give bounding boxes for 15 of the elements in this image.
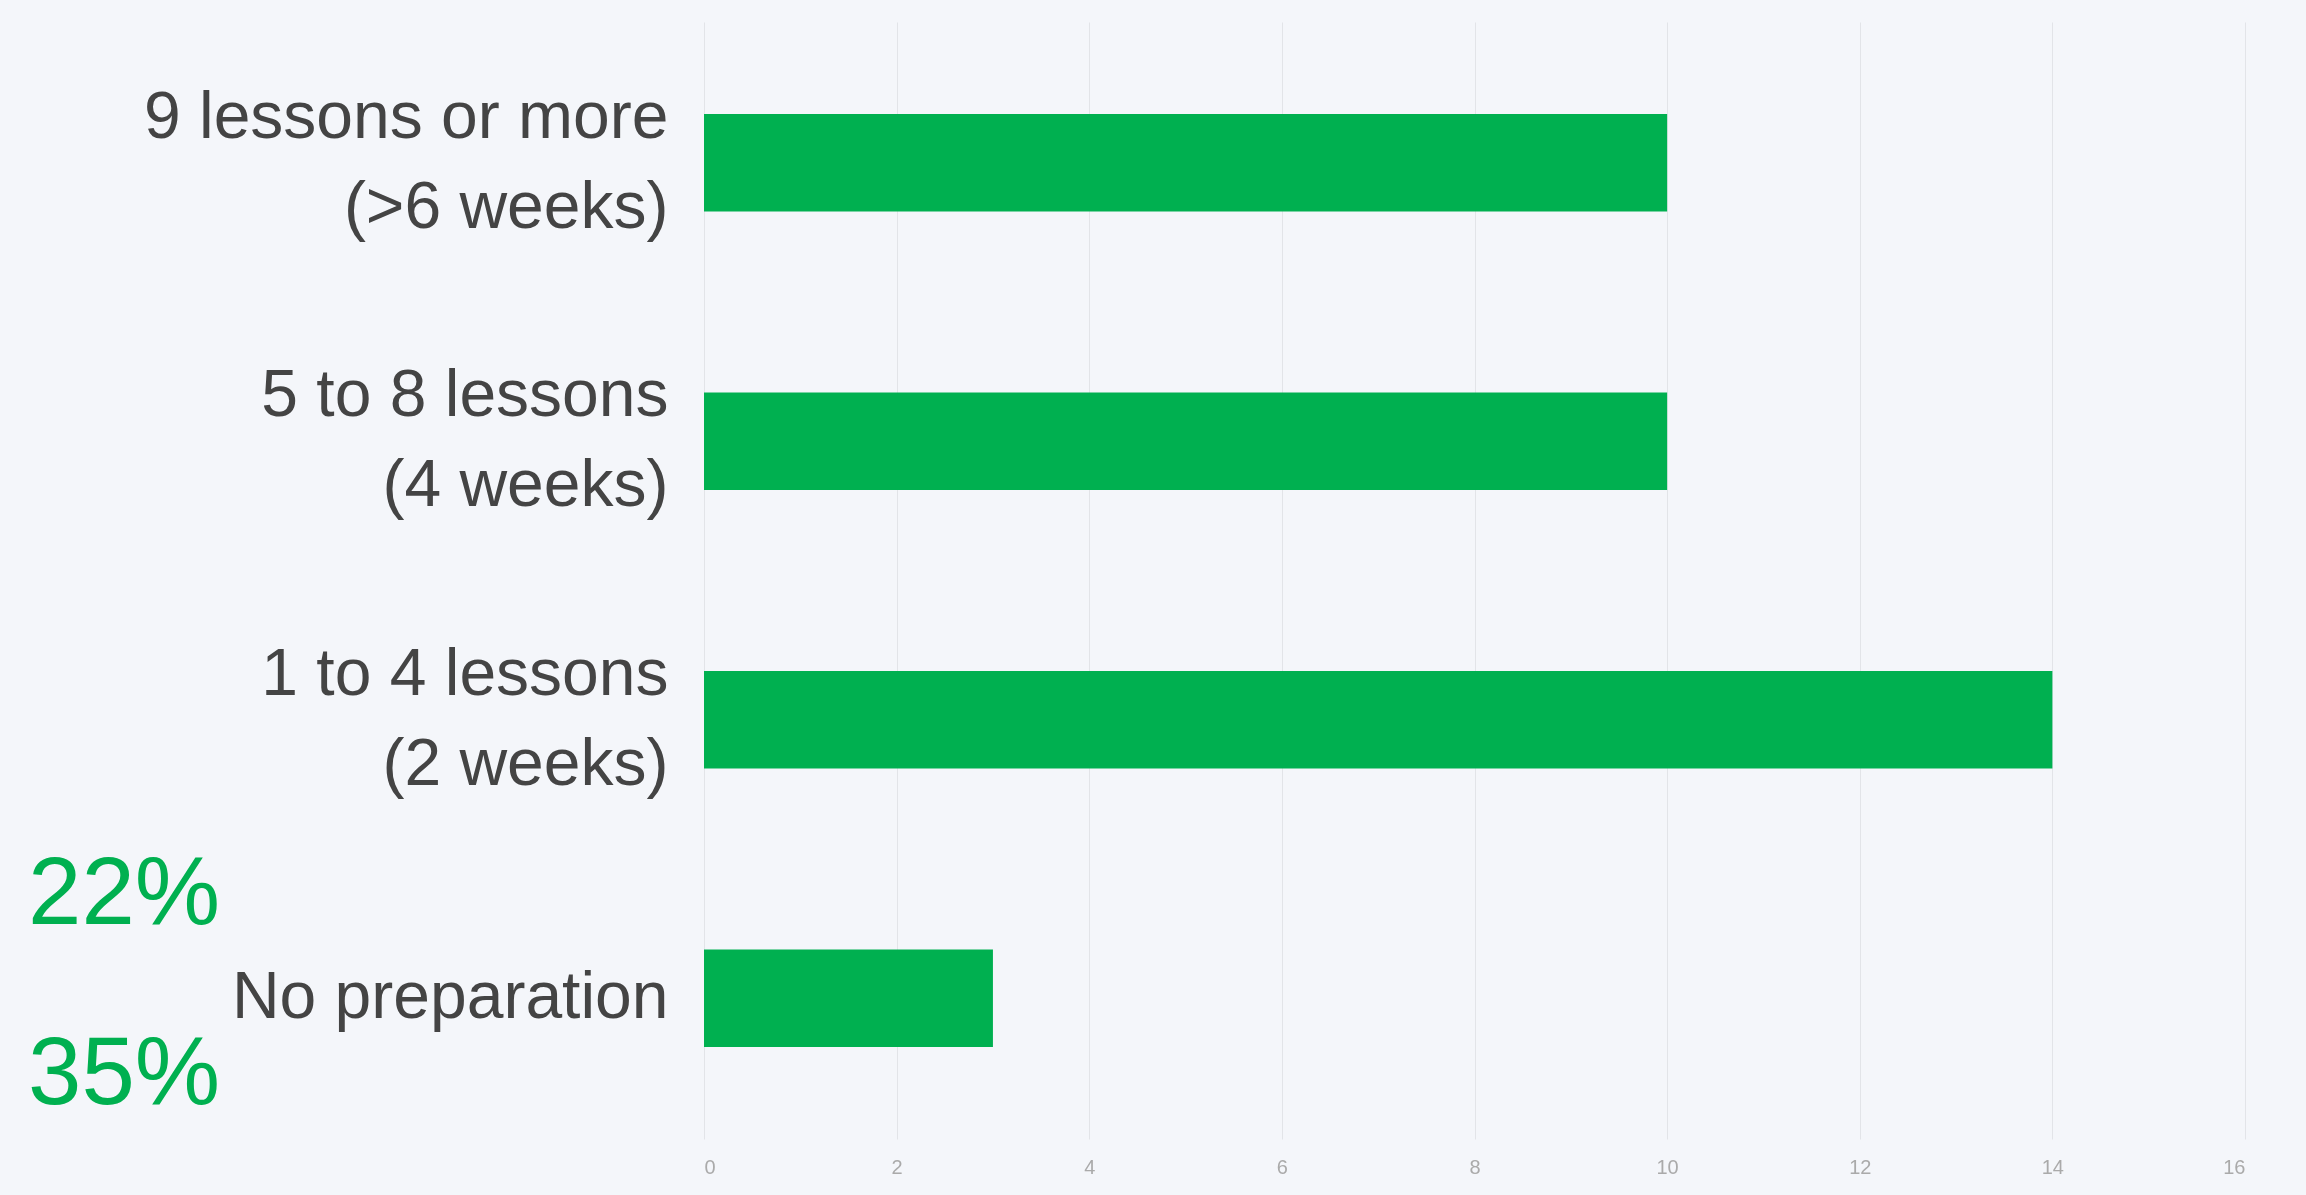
- y-tick-label: 5 to 8 lessons (4 weeks): [261, 356, 669, 521]
- x-tick-label: 14: [2041, 1155, 2064, 1178]
- text: 22%: [28, 837, 221, 944]
- y-tick-label: 9 lessons or more (>6 weeks): [143, 77, 669, 242]
- text: 35%: [28, 1017, 221, 1124]
- x-tick-label: 8: [1469, 1155, 1481, 1178]
- x-tick-label: 16: [2223, 1155, 2246, 1178]
- x-tick-label: 0: [704, 1155, 716, 1178]
- x-tick-label: 10: [1656, 1155, 1679, 1178]
- x-tick-label: 2: [891, 1155, 903, 1178]
- x-tick-label: 4: [1084, 1155, 1096, 1178]
- y-tick-label: 1 to 4 lessons (2 weeks): [261, 634, 669, 799]
- x-tick-label: 12: [1849, 1155, 1872, 1178]
- y-tick-label: No preparation: [231, 958, 669, 1033]
- x-tick-label: 6: [1276, 1155, 1288, 1178]
